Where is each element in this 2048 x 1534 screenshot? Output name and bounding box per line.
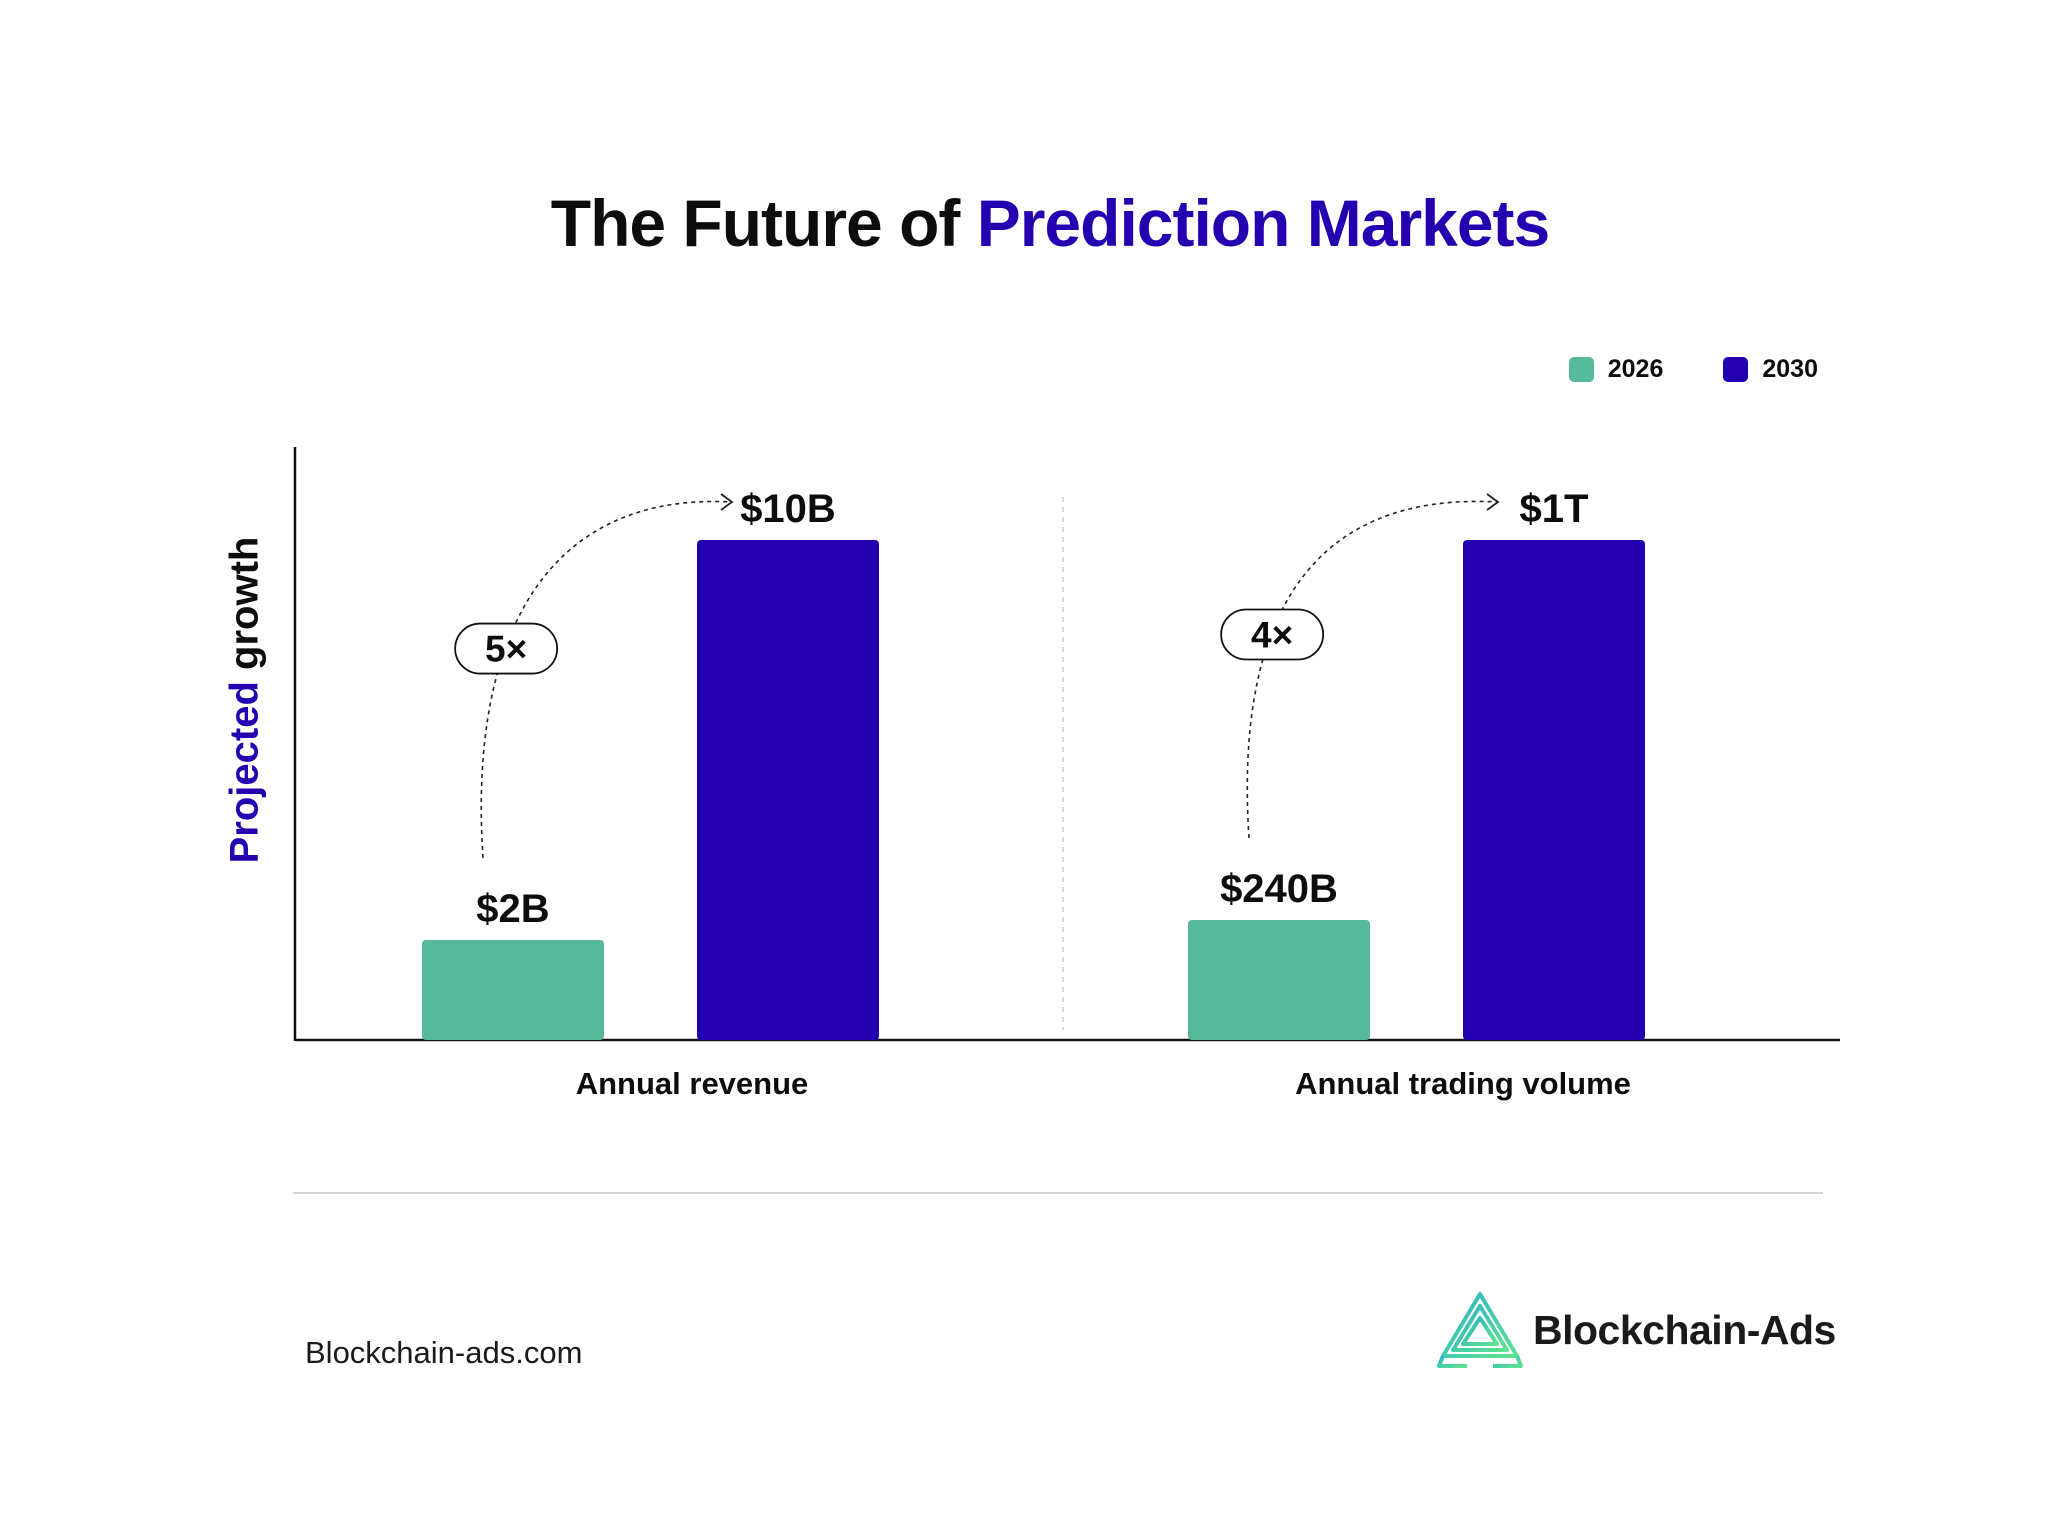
footer-divider (293, 1192, 1823, 1194)
brand-logo: Blockchain-Ads (1437, 1290, 1836, 1370)
chart-title-prefix: The Future of (550, 186, 961, 260)
growth-arrow-head (1486, 493, 1500, 511)
multiplier-badge (1220, 608, 1325, 661)
data-label: $10B (740, 487, 836, 531)
legend-swatch-2030 (1723, 357, 1749, 382)
legend-label-2030: 2030 (1762, 355, 1818, 383)
bar-annual-revenue-2026 (422, 940, 604, 1040)
growth-arrow-head (720, 493, 734, 511)
brand-name: Blockchain-Ads (1533, 1306, 1836, 1353)
legend-item-2030: 2030 (1723, 355, 1818, 384)
bar-annual-trading-volume-2030 (1463, 540, 1645, 1040)
chart-title: The Future of Prediction Markets (0, 185, 2048, 261)
multiplier-badge (454, 622, 559, 675)
growth-arc (480, 500, 733, 859)
data-label: $240B (1220, 867, 1338, 911)
data-label: $1T (1520, 487, 1589, 531)
legend-swatch-2026 (1568, 357, 1594, 382)
legend-item-2026: 2026 (1568, 355, 1664, 384)
chart-title-highlight: Prediction Markets (976, 186, 1551, 260)
legend-label-2026: 2026 (1607, 355, 1664, 383)
growth-arc (1246, 500, 1499, 839)
bar-annual-trading-volume-2026 (1188, 920, 1370, 1040)
multiplier-label: 5× (485, 629, 527, 670)
blockchain-ads-logo-icon (1437, 1292, 1523, 1368)
footer-url: Blockchain-ads.com (305, 1335, 583, 1370)
category-label: Annual trading volume (1295, 1066, 1631, 1101)
multiplier-label: 4× (1251, 614, 1293, 655)
data-label: $2B (476, 887, 549, 931)
category-label: Annual revenue (576, 1066, 809, 1101)
chart-legend: 2026 2030 (1568, 355, 1818, 384)
bar-annual-revenue-2030 (697, 540, 879, 1040)
